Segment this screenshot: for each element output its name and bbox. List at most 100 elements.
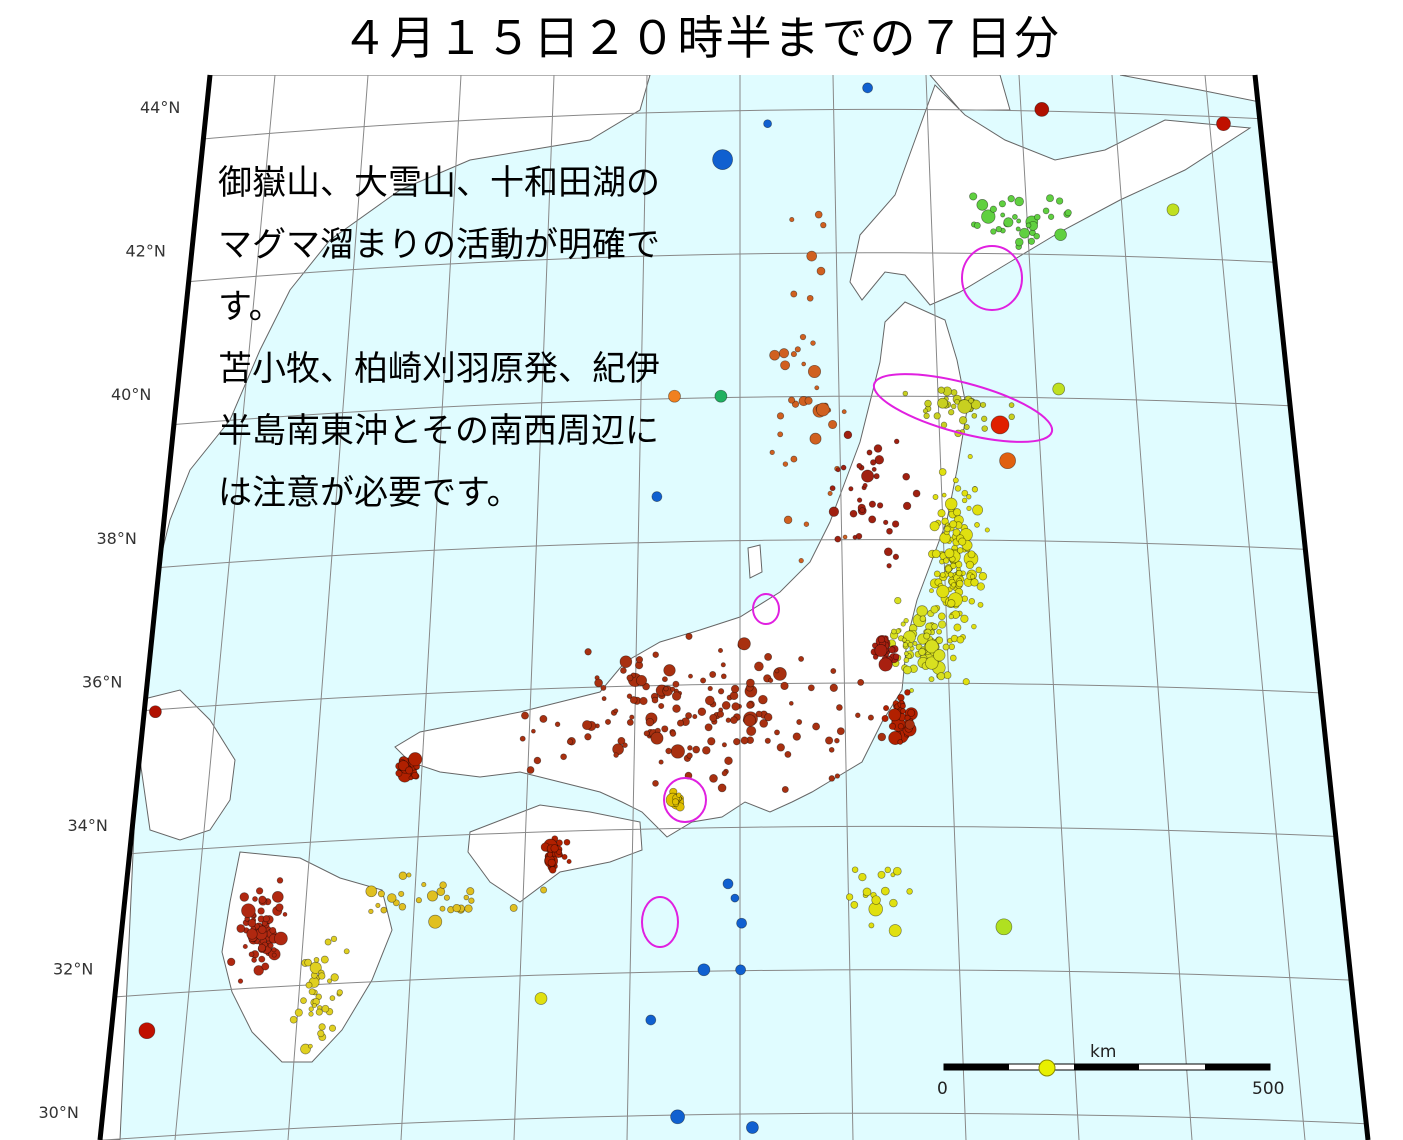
- earthquake-dot: [933, 412, 941, 420]
- earthquake-dot: [937, 612, 946, 621]
- earthquake-dot: [969, 192, 978, 201]
- earthquake-dot: [308, 1011, 314, 1017]
- earthquake-dot: [613, 752, 619, 758]
- earthquake-dot: [941, 517, 949, 526]
- earthquake-dot: [995, 918, 1013, 936]
- earthquake-dot: [717, 647, 724, 654]
- latitude-label: 32°N: [53, 960, 93, 979]
- earthquake-dot: [408, 775, 414, 781]
- highlight-towada: [872, 373, 1054, 443]
- earthquake-dot: [709, 713, 718, 722]
- earthquake-dot: [783, 515, 793, 525]
- earthquake-dot: [903, 651, 909, 656]
- earthquake-dot: [584, 733, 592, 741]
- earthquake-dot: [792, 732, 801, 741]
- earthquake-dot: [906, 888, 913, 895]
- earthquake-dot: [942, 643, 950, 651]
- earthquake-dot: [397, 760, 409, 772]
- earthquake-dot: [903, 665, 912, 675]
- earthquake-dot: [937, 672, 946, 681]
- earthquake-dot: [714, 389, 728, 403]
- earthquake-dot: [670, 686, 676, 692]
- earthquake-dot: [953, 508, 962, 517]
- meridian-line: [1204, 75, 1306, 1140]
- earthquake-dot: [629, 696, 638, 704]
- earthquake-dot: [949, 520, 958, 529]
- earthquake-dot: [720, 673, 727, 680]
- earthquake-dot: [971, 412, 978, 419]
- earthquake-dot: [900, 708, 907, 715]
- earthquake-dot: [1016, 218, 1022, 224]
- earthquake-dot: [406, 872, 412, 878]
- earthquake-dot: [730, 716, 738, 724]
- earthquake-dot: [806, 250, 818, 262]
- earthquake-dot: [617, 736, 626, 745]
- earthquake-dot: [952, 528, 961, 537]
- earthquake-dot: [368, 908, 374, 915]
- earthquake-dot: [807, 364, 822, 379]
- earthquake-dot: [261, 962, 270, 971]
- earthquake-dot: [365, 885, 378, 898]
- earthquake-dot: [317, 1029, 325, 1038]
- earthquake-dot: [1027, 237, 1036, 245]
- earthquake-dot: [329, 995, 336, 1001]
- earthquake-dot: [963, 424, 970, 430]
- earthquake-dot: [619, 655, 633, 668]
- earthquake-dot: [685, 632, 693, 640]
- earthquake-dot: [1034, 102, 1050, 117]
- scale-end: 500: [1252, 1079, 1284, 1099]
- earthquake-dot: [925, 656, 939, 670]
- earthquake-dot: [966, 494, 972, 500]
- earthquake-dot: [670, 744, 685, 759]
- earthquake-dot: [903, 657, 910, 663]
- earthquake-dot: [944, 548, 955, 559]
- earthquake-dot: [828, 506, 840, 517]
- earthquake-dot: [919, 615, 927, 622]
- earthquake-dot: [803, 521, 810, 527]
- earthquake-dot: [912, 489, 921, 498]
- earthquake-dot: [889, 898, 898, 908]
- earthquake-dot: [812, 722, 821, 731]
- earthquake-dot: [688, 673, 693, 679]
- earthquake-dot: [978, 572, 988, 581]
- earthquake-dot: [304, 958, 312, 967]
- earthquake-dot: [799, 333, 807, 341]
- earthquake-dot: [326, 978, 333, 984]
- earthquake-dot: [1033, 232, 1040, 240]
- earthquake-dot: [519, 735, 526, 742]
- earthquake-dot: [300, 1043, 311, 1055]
- earthquake-dot: [791, 400, 800, 408]
- meridian-line: [513, 75, 555, 1140]
- earthquake-dot: [931, 623, 938, 630]
- latitude-label: 36°N: [82, 672, 122, 691]
- earthquake-dot: [343, 948, 350, 955]
- earthquake-dot: [769, 349, 780, 361]
- earthquake-dot: [897, 723, 905, 730]
- earthquake-dot: [886, 563, 892, 569]
- earthquake-dot: [788, 396, 796, 404]
- parallel-line: [100, 682, 1368, 746]
- earthquake-dot: [961, 489, 969, 497]
- earthquake-dot: [867, 714, 874, 721]
- earthquake-dot: [308, 988, 316, 996]
- earthquake-dot: [848, 486, 854, 492]
- earthquake-dot: [971, 486, 979, 493]
- earthquake-dot: [904, 714, 911, 721]
- earthquake-dot: [1012, 214, 1018, 220]
- earthquake-dot: [948, 613, 954, 620]
- note-line: 半島南東沖とその南西周辺に: [218, 411, 659, 451]
- earthquake-dot: [856, 462, 863, 469]
- earthquake-dot: [661, 725, 669, 733]
- earthquake-dot: [782, 461, 789, 467]
- earthquake-dot: [947, 571, 954, 578]
- earthquake-dot: [943, 557, 950, 564]
- earthquake-dot: [883, 519, 889, 526]
- earthquake-dot: [944, 525, 951, 533]
- latitude-label: 44°N: [140, 98, 180, 117]
- earthquake-dot: [902, 390, 909, 397]
- earthquake-dot: [613, 708, 619, 714]
- highlight-offshore: [641, 896, 679, 948]
- earthquake-dot: [790, 290, 798, 298]
- earthquake-dot: [790, 351, 797, 358]
- earthquake-dot: [1034, 213, 1041, 221]
